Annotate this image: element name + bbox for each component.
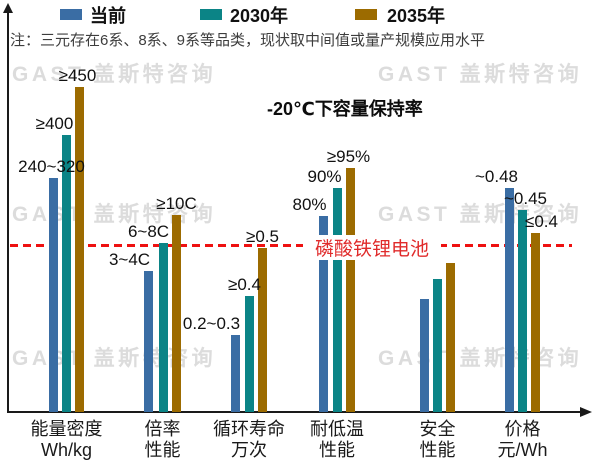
y-axis-arrow-icon (3, 3, 13, 13)
category-label: 能量密度 Wh/kg (30, 419, 103, 460)
bar-value-label: ≥0.4 (228, 275, 261, 294)
bar-value-label: ≥400 (35, 114, 74, 133)
bar-value-label: ≥10C (156, 194, 197, 213)
category-label: 安全 性能 (419, 419, 456, 460)
bar-当前 (505, 188, 514, 412)
bar-2035年 (75, 87, 84, 412)
bar-2030年 (62, 135, 71, 412)
bar-2035年 (446, 263, 455, 412)
bar-当前 (420, 299, 429, 412)
bar-2035年 (531, 233, 540, 412)
lfp-reference-line (10, 244, 572, 247)
bar-2035年 (258, 248, 267, 412)
bar-2030年 (333, 188, 342, 412)
bar-value-label: ≥95% (326, 147, 371, 166)
chart-footnote: 注：三元存在6系、8系、9系等品类，现状取中间值或量产规模应用水平 (10, 32, 486, 49)
watermark-text: GAST 盖斯特咨询 (12, 347, 217, 370)
lfp-reference-label-box: 磷酸铁锂电池 (303, 235, 441, 260)
legend-swatch-2035 (355, 9, 377, 20)
bar-value-label: 240~320 (18, 157, 85, 176)
x-axis-arrow-icon (580, 407, 592, 417)
legend-label-current: 当前 (90, 6, 126, 26)
legend-swatch-2030 (200, 9, 222, 20)
bar-value-label: 0.2~0.3 (182, 314, 241, 333)
bar-value-label: 3~4C (108, 250, 151, 269)
watermark-text: GAST 盖斯特咨询 (378, 63, 583, 86)
bar-value-label: 90% (307, 167, 342, 186)
bar-value-label: ~0.45 (503, 189, 548, 208)
bar-2030年 (518, 210, 527, 412)
bar-当前 (231, 335, 240, 412)
bar-value-label: 6~8C (127, 222, 170, 241)
legend-label-2030: 2030年 (230, 6, 289, 26)
low-temp-annotation: -20℃下容量保持率 (267, 99, 423, 119)
watermark-text: GAST 盖斯特咨询 (12, 63, 217, 86)
category-label: 循环寿命 万次 (213, 419, 285, 460)
legend-label-2035: 2035年 (387, 6, 446, 26)
watermark-text: GAST 盖斯特咨询 (378, 203, 583, 226)
x-axis (7, 411, 582, 413)
legend-swatch-current (60, 9, 82, 20)
bar-value-label: ≥450 (58, 66, 97, 85)
bar-value-label: 80% (292, 195, 327, 214)
watermark-text: GAST 盖斯特咨询 (378, 347, 583, 370)
bar-2030年 (245, 296, 254, 412)
bar-当前 (319, 216, 328, 412)
bar-当前 (144, 271, 153, 412)
bar-value-label: ~0.48 (474, 167, 519, 186)
bar-value-label: ≥0.5 (246, 227, 279, 246)
category-label: 倍率 性能 (144, 419, 181, 460)
bar-2035年 (346, 168, 355, 412)
lfp-reference-label: 磷酸铁锂电池 (314, 239, 429, 260)
bar-当前 (49, 178, 58, 412)
bar-value-label: ≤0.4 (525, 212, 558, 231)
category-label: 耐低温 性能 (310, 419, 364, 460)
category-label: 价格 元/Wh (497, 419, 548, 460)
bar-2035年 (172, 215, 181, 412)
y-axis (7, 12, 9, 413)
bar-2030年 (433, 279, 442, 412)
bar-2030年 (159, 243, 168, 412)
